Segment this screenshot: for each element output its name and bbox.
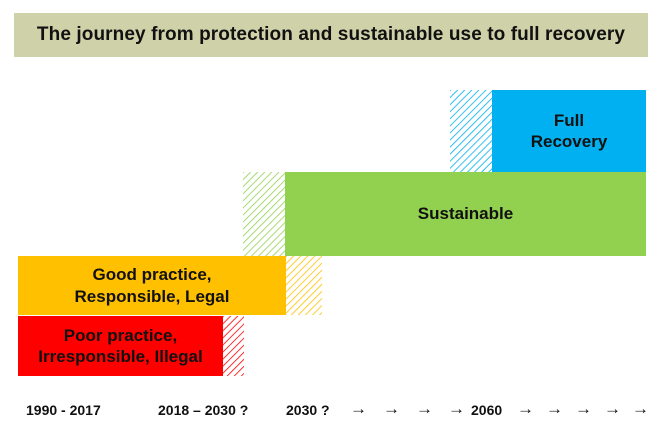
stage-full-recovery-line2: Recovery (530, 132, 608, 151)
stage-full-recovery: Full Recovery (492, 90, 646, 172)
stage-poor-practice-line2: Irresponsible, Illegal (38, 347, 203, 366)
title-bar: The journey from protection and sustaina… (14, 13, 648, 57)
timeline-arrow: → (383, 399, 400, 418)
timeline-arrow: → (575, 399, 592, 418)
timeline-arrow: → (546, 399, 563, 418)
timeline-period-2018-2030: 2018 – 2030 ? (158, 402, 249, 418)
timeline-period-2030: 2030 ? (286, 402, 330, 418)
stage-good-practice: Good practice, Responsible, Legal (18, 256, 286, 315)
sustainable-transition-hatch (243, 172, 285, 256)
timeline-arrow: → (604, 399, 621, 418)
stage-sustainable-label: Sustainable (417, 204, 514, 224)
timeline-arrow: → (350, 399, 367, 418)
timeline-arrow: → (517, 399, 534, 418)
stage-sustainable: Sustainable (285, 172, 646, 256)
good-practice-transition-hatch (286, 256, 322, 315)
stage-poor-practice-line1: Poor practice, (63, 325, 178, 345)
poor-practice-transition-hatch (223, 316, 244, 376)
timeline-arrow: → (632, 399, 649, 418)
stage-full-recovery-line1: Full (553, 110, 585, 130)
full-recovery-transition-hatch (450, 90, 492, 172)
diagram-title: The journey from protection and sustaina… (36, 24, 626, 45)
stage-good-practice-line2: Responsible, Legal (74, 286, 230, 306)
timeline-period-1990-2017: 1990 - 2017 (26, 402, 101, 418)
timeline-period-2060: 2060 (471, 402, 503, 418)
timeline: 1990 - 2017 2018 – 2030 ? 2030 ? → → → →… (0, 399, 664, 425)
timeline-arrow: → (416, 399, 433, 418)
timeline-arrow: → (448, 399, 465, 418)
stage-good-practice-line1: Good practice, (92, 265, 212, 285)
stage-poor-practice: Poor practice, Irresponsible, Illegal (18, 316, 223, 376)
